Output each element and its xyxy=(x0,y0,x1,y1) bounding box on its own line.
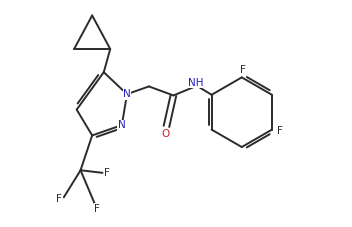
Text: N: N xyxy=(118,120,126,130)
Text: F: F xyxy=(240,65,246,75)
Text: F: F xyxy=(56,194,62,204)
Text: F: F xyxy=(277,126,283,136)
Text: O: O xyxy=(161,129,169,139)
Text: NH: NH xyxy=(188,78,203,88)
Text: N: N xyxy=(123,89,131,99)
Text: F: F xyxy=(94,204,100,214)
Text: F: F xyxy=(104,168,110,178)
